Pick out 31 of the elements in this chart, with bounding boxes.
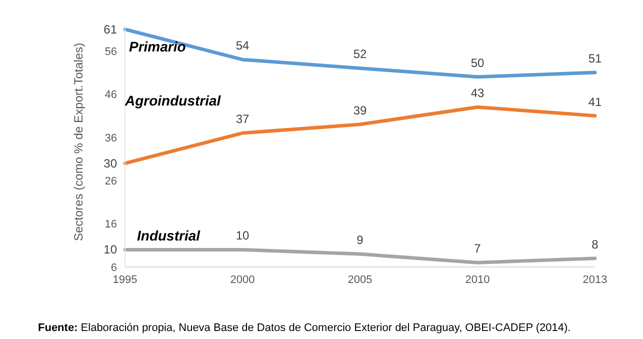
data-label: 37 [236,112,250,126]
data-label: 10 [104,242,118,257]
series-label: Primario [129,38,186,54]
text: Agroindustrial [124,92,222,108]
y-tick-label: 6 [110,262,117,274]
y-axis-title: Sectores (como % de Export.Totales) [71,42,86,241]
data-label: 50 [470,56,484,70]
x-tick-label: 1995 [112,274,138,286]
data-label: 51 [588,52,602,66]
y-tick-label: 36 [104,132,117,144]
data-label: 8 [592,237,599,252]
source-note: Fuente: Elaboración propia, Nueva Base de Datos de Comercio Exterior del Paraguay, OBEI-CADEP (2014). [37,322,572,334]
data-label: 43 [470,86,484,100]
data-label: 54 [236,38,250,53]
data-label: 39 [353,103,367,118]
data-label: 41 [588,94,602,109]
data-label: 7 [474,242,482,256]
x-tick-label: 2005 [348,274,372,286]
x-tick-label: 2013 [582,274,608,286]
data-label: 10 [236,228,250,243]
y-tick-label: 26 [104,175,117,188]
y-tick-label: 16 [104,218,117,231]
y-tick-label: 46 [104,89,117,102]
y-tick-label: 56 [104,46,117,58]
x-tick-label: 2000 [230,274,255,286]
x-tick-label: 2010 [465,274,490,286]
data-label: 9 [356,233,364,248]
series-label: Industrial [137,228,202,244]
data-label: 30 [104,156,118,170]
data-label: 61 [104,22,118,36]
data-label: 52 [353,47,367,62]
